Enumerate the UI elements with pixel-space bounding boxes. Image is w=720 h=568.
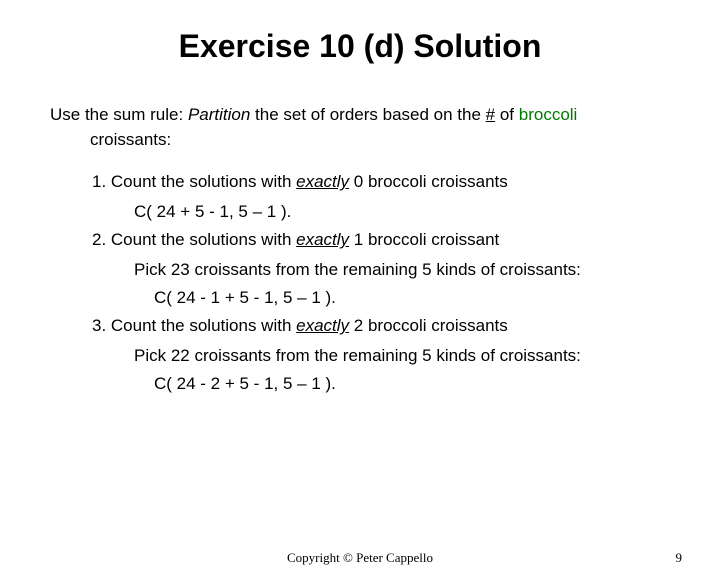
intro-text: Use the sum rule: Partition the set of o… <box>50 103 680 152</box>
list-item: 2. Count the solutions with exactly 1 br… <box>92 230 680 250</box>
numbered-list: 1. Count the solutions with exactly 0 br… <box>50 172 680 394</box>
item-exactly: exactly <box>296 230 349 249</box>
item-pre: Count the solutions with <box>111 172 296 191</box>
item-exactly: exactly <box>296 316 349 335</box>
intro-lead: Use the sum rule: <box>50 105 188 124</box>
copyright-text: Copyright © Peter Cappello <box>287 550 433 566</box>
item-number: 3. <box>92 316 111 335</box>
item-number: 1. <box>92 172 111 191</box>
item-pre: Count the solutions with <box>111 230 296 249</box>
intro-partition: Partition <box>188 105 250 124</box>
item-subsub: C( 24 - 1 + 5 - 1, 5 – 1 ). <box>92 288 680 308</box>
page-number: 9 <box>676 550 683 566</box>
item-post: 2 broccoli croissants <box>349 316 508 335</box>
item-exactly: exactly <box>296 172 349 191</box>
item-number: 2. <box>92 230 111 249</box>
item-post: 1 broccoli croissant <box>349 230 499 249</box>
list-item: 3. Count the solutions with exactly 2 br… <box>92 316 680 336</box>
item-sub: C( 24 + 5 - 1, 5 – 1 ). <box>92 202 680 222</box>
content-body: Use the sum rule: Partition the set of o… <box>0 103 720 394</box>
item-sub: Pick 22 croissants from the remaining 5 … <box>92 346 680 366</box>
item-subsub: C( 24 - 2 + 5 - 1, 5 – 1 ). <box>92 374 680 394</box>
page-title: Exercise 10 (d) Solution <box>0 28 720 65</box>
intro-line2: croissants: <box>50 128 680 153</box>
item-sub: Pick 23 croissants from the remaining 5 … <box>92 260 680 280</box>
intro-mid: the set of orders based on the <box>250 105 485 124</box>
item-post: 0 broccoli croissants <box>349 172 508 191</box>
list-item: 1. Count the solutions with exactly 0 br… <box>92 172 680 192</box>
intro-broccoli: broccoli <box>519 105 578 124</box>
intro-hash: # <box>486 105 495 124</box>
intro-of: of <box>495 105 519 124</box>
item-pre: Count the solutions with <box>111 316 296 335</box>
